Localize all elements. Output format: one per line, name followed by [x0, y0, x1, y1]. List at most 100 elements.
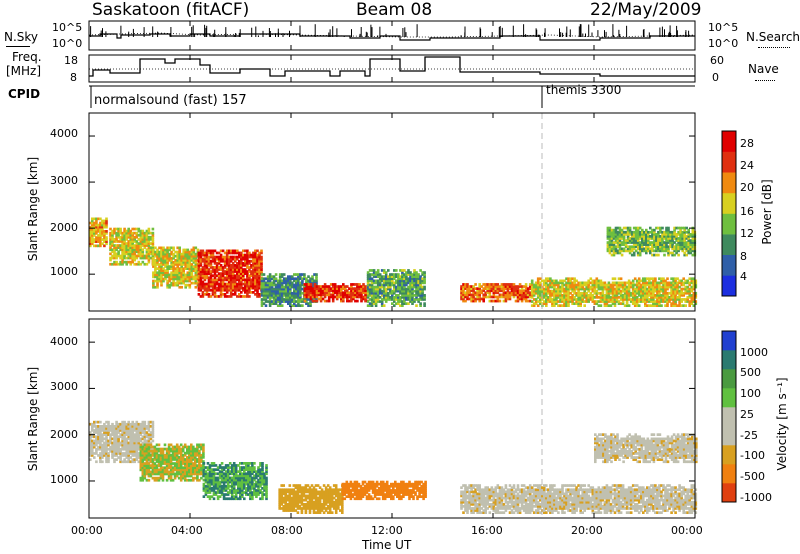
heatmap-cell	[632, 247, 636, 251]
heatmap-cell	[356, 287, 359, 290]
heatmap-cell	[309, 281, 312, 285]
heatmap-cell	[338, 285, 341, 288]
heatmap-cell	[382, 271, 386, 274]
heatmap-cell	[492, 289, 496, 293]
heatmap-cell	[378, 289, 382, 293]
heatmap-cell	[231, 268, 235, 271]
heatmap-cell	[664, 291, 667, 295]
heatmap-cell	[240, 280, 243, 284]
heatmap-cell	[264, 289, 268, 293]
heatmap-cell	[225, 259, 229, 263]
heatmap-cell	[152, 259, 155, 262]
heatmap-cell	[387, 275, 390, 278]
heatmap-cell	[188, 279, 192, 283]
heatmap-cell	[571, 281, 574, 285]
heatmap-cell	[643, 235, 646, 238]
heatmap-cell	[633, 302, 637, 305]
heatmap-cell	[655, 241, 658, 244]
heatmap-cell	[149, 235, 153, 239]
heatmap-cell	[178, 269, 181, 272]
heatmap-cell	[632, 226, 636, 230]
heatmap-cell	[323, 299, 327, 303]
heatmap-cell	[201, 249, 205, 253]
heatmap-cell	[242, 272, 245, 275]
heatmap-cell	[543, 291, 546, 295]
heatmap-cell	[409, 279, 412, 283]
heatmap-cell	[368, 302, 372, 305]
heatmap-cell	[555, 281, 558, 285]
heatmap-cell	[143, 262, 147, 266]
heatmap-cell	[374, 281, 378, 285]
heatmap-cell	[612, 245, 616, 249]
heatmap-cell	[258, 268, 261, 271]
heatmap-cell	[608, 233, 612, 236]
heatmap-cell	[223, 257, 227, 261]
heatmap-cell	[184, 277, 187, 281]
heatmap-cell	[180, 259, 183, 262]
heatmap-cell	[545, 277, 548, 281]
heatmap-cell	[674, 283, 677, 287]
heatmap-cell	[634, 241, 638, 244]
heatmap-cell	[692, 287, 696, 291]
heatmap-cell	[203, 293, 207, 296]
heatmap-cell	[252, 282, 255, 286]
heatmap-cell	[401, 294, 404, 297]
heatmap-cell	[484, 285, 487, 288]
heatmap-cell	[508, 293, 512, 297]
heatmap-cell	[526, 295, 530, 299]
heatmap-cell	[609, 289, 613, 293]
heatmap-cell	[618, 239, 622, 242]
heatmap-cell	[601, 296, 605, 299]
heatmap-cell	[384, 283, 388, 287]
heatmap-cell	[194, 263, 198, 266]
heatmap-cell	[156, 275, 159, 279]
heatmap-cell	[340, 289, 343, 293]
heatmap-cell	[553, 300, 556, 303]
heatmap-cell	[348, 299, 351, 303]
heatmap-cell	[660, 304, 663, 307]
heatmap-cell	[382, 291, 386, 295]
heatmap-cell	[668, 296, 671, 299]
heatmap-cell	[246, 284, 249, 288]
heatmap-cell	[423, 298, 426, 301]
heatmap-cell	[233, 257, 237, 261]
heatmap-cell	[97, 230, 100, 233]
heatmap-cell	[681, 245, 684, 249]
heatmap-cell	[631, 300, 635, 303]
heatmap-cell	[287, 279, 290, 283]
heatmap-cell	[180, 256, 183, 260]
heatmap-cell	[405, 294, 408, 297]
heatmap-cell	[691, 249, 695, 253]
heatmap-cell	[127, 244, 130, 247]
heatmap-cell	[563, 296, 566, 299]
heatmap-cell	[614, 239, 618, 242]
heatmap-cell	[464, 283, 467, 286]
heatmap-cell	[205, 253, 209, 257]
heatmap-cell	[622, 247, 626, 251]
heatmap-cell	[500, 285, 504, 288]
heatmap-cell	[466, 287, 469, 290]
heatmap-cell	[579, 304, 582, 307]
heatmap-cell	[374, 302, 378, 305]
heatmap-cell	[657, 243, 660, 246]
heatmap-cell	[178, 267, 181, 270]
heatmap-cell	[682, 291, 685, 295]
heatmap-cell	[240, 259, 243, 263]
heatmap-cell	[657, 235, 660, 238]
heatmap-cell	[553, 283, 556, 287]
heatmap-cell	[659, 239, 662, 242]
heatmap-cell	[393, 296, 396, 299]
heatmap-cell	[466, 289, 469, 293]
heatmap-cell	[297, 291, 300, 295]
heatmap-cell	[240, 264, 243, 267]
heatmap-cell	[307, 275, 310, 278]
heatmap-cell	[160, 248, 163, 252]
heatmap-cell	[411, 291, 414, 295]
heatmap-cell	[613, 291, 617, 295]
heatmap-cell	[378, 300, 382, 303]
heatmap-cell	[360, 287, 363, 290]
heatmap-cell	[160, 281, 163, 285]
heatmap-cell	[252, 251, 255, 255]
heatmap-cell	[147, 238, 151, 241]
heatmap-cell	[172, 261, 175, 264]
